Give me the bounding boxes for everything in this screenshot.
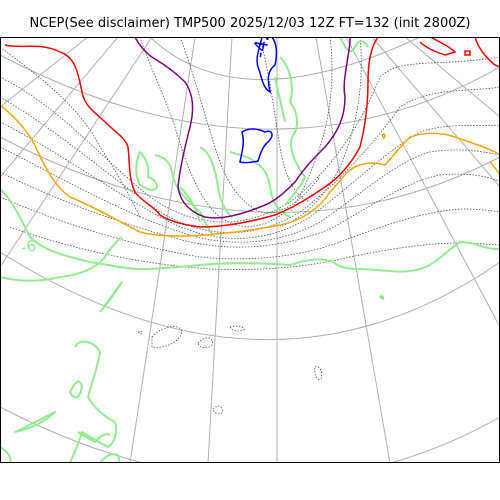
meridian-line: [404, 37, 500, 118]
contour-label: -42: [249, 37, 275, 60]
parallel-line: [0, 136, 500, 213]
coastline: [77, 431, 111, 443]
coastlines: [0, 37, 500, 463]
coastline: [229, 151, 291, 218]
meridian-line: [315, 37, 391, 463]
isotherm-red: [4, 37, 500, 228]
isotherm-orange: [0, 104, 500, 237]
height-contour: [137, 330, 143, 335]
isotherm-contour: [381, 133, 386, 140]
contour-label: -6: [20, 237, 38, 257]
meridian-line: [371, 37, 500, 188]
isotherm-contour: [4, 37, 379, 228]
coastline: [199, 146, 233, 218]
height-contour: [229, 325, 245, 332]
isotherm-contour: [489, 161, 500, 176]
coastline: [0, 446, 12, 463]
height-contour: [151, 326, 183, 348]
height-contours: [0, 37, 500, 270]
meridian-line: [0, 37, 89, 108]
coastline: [0, 236, 123, 282]
height-contour: [212, 405, 223, 415]
isotherm-contour: [464, 50, 471, 56]
map-border: [0, 37, 500, 463]
meridian-line: [207, 37, 233, 463]
parallel-line: [0, 54, 500, 130]
height-contour: [314, 366, 323, 380]
height-contour: [0, 86, 500, 234]
parallel-line: [0, 251, 500, 340]
parallel-line: [149, 37, 421, 80]
isotherm-contour: [474, 37, 500, 68]
isotherm-contour: [134, 37, 351, 219]
small-height-contours: [137, 325, 323, 415]
coastline: [0, 188, 500, 273]
height-contour: [0, 121, 500, 239]
isotherm-contour: [256, 37, 278, 94]
isotherm-purple: [134, 37, 351, 219]
coastline: [279, 56, 306, 206]
height-contour: [0, 171, 500, 248]
parallel-line: [0, 406, 500, 463]
height-contour: [279, 37, 362, 228]
coastline: [99, 281, 123, 313]
height-contour: [289, 37, 333, 213]
height-contour: [139, 37, 286, 227]
coastline: [69, 380, 83, 399]
height-contour: [197, 337, 213, 349]
height-contour: [259, 37, 311, 203]
isotherm-blue: [239, 37, 278, 164]
height-contour: [0, 146, 500, 243]
coastline: [14, 411, 56, 433]
graticule-parallels: [0, 37, 500, 463]
weather-map: -42 -6: [0, 37, 500, 463]
height-contour: [0, 196, 500, 260]
coastline: [69, 340, 118, 463]
coastline: [339, 37, 369, 53]
coastline: [274, 76, 286, 123]
meridian-line: [0, 37, 119, 178]
isotherm-contour: [239, 128, 273, 164]
isotherm-contour: [419, 37, 457, 56]
height-contour: [0, 56, 500, 223]
map-frame: -42 -6: [0, 37, 500, 463]
height-contour: [179, 37, 321, 214]
map-title: NCEP(See disclaimer) TMP500 2025/12/03 1…: [29, 16, 471, 31]
coastline: [135, 151, 158, 191]
height-contour: [0, 46, 141, 218]
coastline: [179, 186, 201, 223]
height-contour: [9, 226, 500, 270]
meridian-line: [345, 37, 500, 328]
graticule-meridians: [0, 37, 500, 463]
coastline: [379, 295, 385, 300]
coastline: [99, 453, 121, 463]
isotherm-contour: [0, 104, 500, 237]
